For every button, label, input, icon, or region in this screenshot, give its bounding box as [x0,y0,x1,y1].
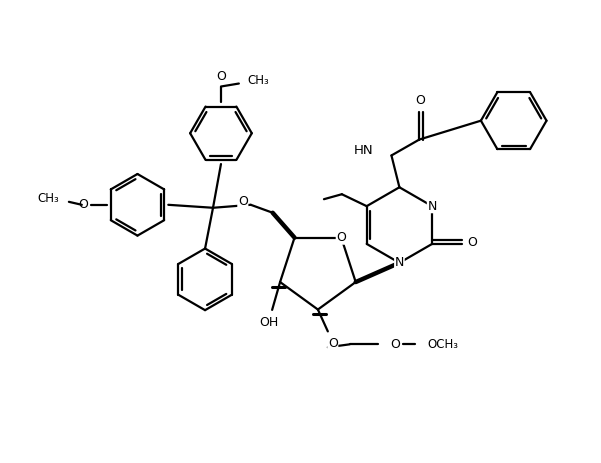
Text: O: O [238,195,248,208]
Text: O: O [328,337,338,350]
Text: N: N [427,200,437,213]
Text: O: O [216,70,226,83]
Text: O: O [78,198,88,211]
Text: CH₃: CH₃ [248,74,270,87]
Text: CH₃: CH₃ [37,192,59,205]
Text: O: O [415,94,426,107]
Text: OCH₃: OCH₃ [427,338,458,351]
Text: OH: OH [260,316,279,329]
Text: O: O [467,237,477,250]
Text: O: O [337,231,346,244]
Text: O: O [391,338,400,351]
Text: N: N [395,257,404,269]
Text: HN: HN [354,144,374,157]
